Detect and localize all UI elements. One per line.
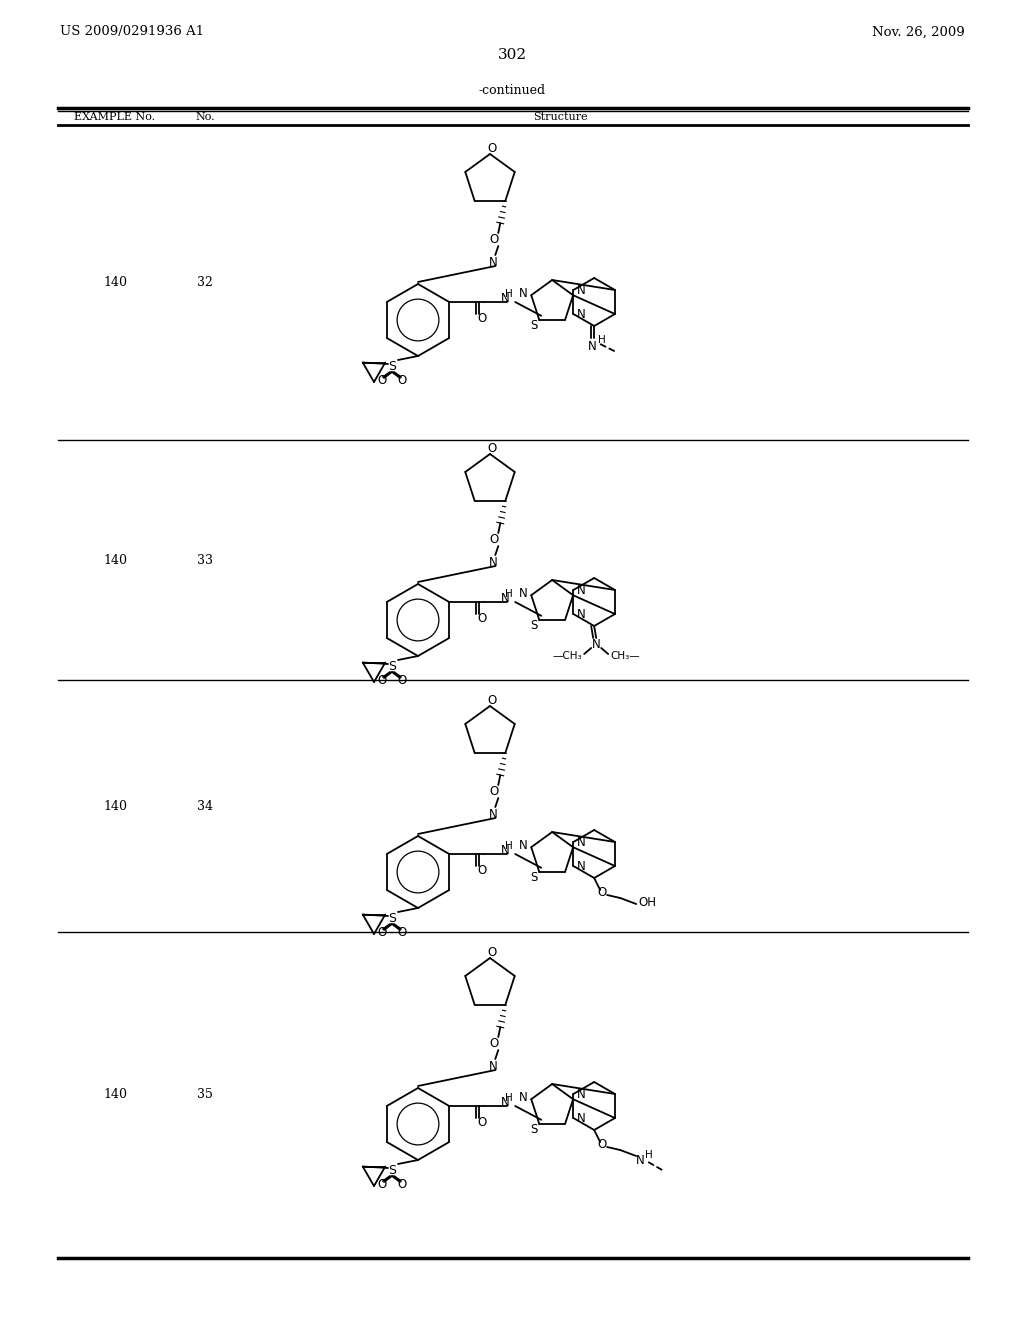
Text: 34: 34 — [197, 800, 213, 813]
Text: N: N — [488, 256, 498, 268]
Text: N: N — [488, 1060, 498, 1073]
Text: O: O — [397, 673, 407, 686]
Text: OH: OH — [638, 895, 656, 908]
Text: N: N — [592, 638, 600, 651]
Text: N: N — [519, 286, 527, 300]
Text: O: O — [489, 532, 499, 545]
Text: 140: 140 — [103, 1089, 127, 1101]
Text: N: N — [519, 838, 527, 851]
Text: O: O — [477, 1115, 486, 1129]
Text: O: O — [378, 1177, 387, 1191]
Text: N: N — [577, 836, 586, 849]
Text: S: S — [388, 359, 396, 372]
Text: H: H — [505, 841, 513, 851]
Text: S: S — [530, 319, 538, 333]
Text: S: S — [388, 912, 396, 924]
Text: O: O — [489, 784, 499, 797]
Text: No.: No. — [196, 111, 215, 121]
Text: O: O — [487, 945, 497, 958]
Text: N: N — [588, 341, 597, 354]
Text: CH₃—: CH₃— — [610, 651, 640, 661]
Text: H: H — [505, 589, 513, 599]
Text: O: O — [397, 1177, 407, 1191]
Text: N: N — [577, 583, 586, 597]
Text: N: N — [577, 607, 586, 620]
Text: N: N — [577, 1088, 586, 1101]
Text: S: S — [388, 1163, 396, 1176]
Text: O: O — [397, 374, 407, 387]
Text: EXAMPLE No.: EXAMPLE No. — [75, 111, 156, 121]
Text: N: N — [501, 591, 510, 605]
Text: 302: 302 — [498, 48, 526, 62]
Text: O: O — [378, 673, 387, 686]
Text: Structure: Structure — [532, 111, 588, 121]
Text: O: O — [477, 611, 486, 624]
Text: N: N — [519, 1090, 527, 1104]
Text: N: N — [519, 586, 527, 599]
Text: N: N — [577, 1111, 586, 1125]
Text: N: N — [501, 1096, 510, 1109]
Text: O: O — [397, 925, 407, 939]
Text: N: N — [488, 808, 498, 821]
Text: US 2009/0291936 A1: US 2009/0291936 A1 — [60, 25, 204, 38]
Text: 33: 33 — [197, 553, 213, 566]
Text: 32: 32 — [197, 276, 213, 289]
Text: 140: 140 — [103, 276, 127, 289]
Text: Nov. 26, 2009: Nov. 26, 2009 — [872, 25, 965, 38]
Text: O: O — [477, 312, 486, 325]
Text: O: O — [489, 1036, 499, 1049]
Text: -continued: -continued — [478, 83, 546, 96]
Text: O: O — [477, 863, 486, 876]
Text: H: H — [598, 335, 606, 345]
Text: N: N — [488, 556, 498, 569]
Text: O: O — [598, 1138, 607, 1151]
Text: S: S — [530, 871, 538, 884]
Text: 140: 140 — [103, 553, 127, 566]
Text: O: O — [489, 232, 499, 246]
Text: N: N — [577, 308, 586, 321]
Text: O: O — [598, 886, 607, 899]
Text: N: N — [577, 284, 586, 297]
Text: O: O — [487, 441, 497, 454]
Text: S: S — [530, 1123, 538, 1137]
Text: H: H — [645, 1150, 653, 1160]
Text: O: O — [378, 374, 387, 387]
Text: S: S — [530, 619, 538, 632]
Text: N: N — [636, 1154, 644, 1167]
Text: H: H — [505, 1093, 513, 1104]
Text: O: O — [487, 693, 497, 706]
Text: H: H — [505, 289, 513, 300]
Text: N: N — [577, 859, 586, 873]
Text: —CH₃: —CH₃ — [553, 651, 583, 661]
Text: 35: 35 — [197, 1089, 213, 1101]
Text: N: N — [501, 292, 510, 305]
Text: S: S — [388, 660, 396, 672]
Text: O: O — [487, 141, 497, 154]
Text: O: O — [378, 925, 387, 939]
Text: 140: 140 — [103, 800, 127, 813]
Text: N: N — [501, 843, 510, 857]
